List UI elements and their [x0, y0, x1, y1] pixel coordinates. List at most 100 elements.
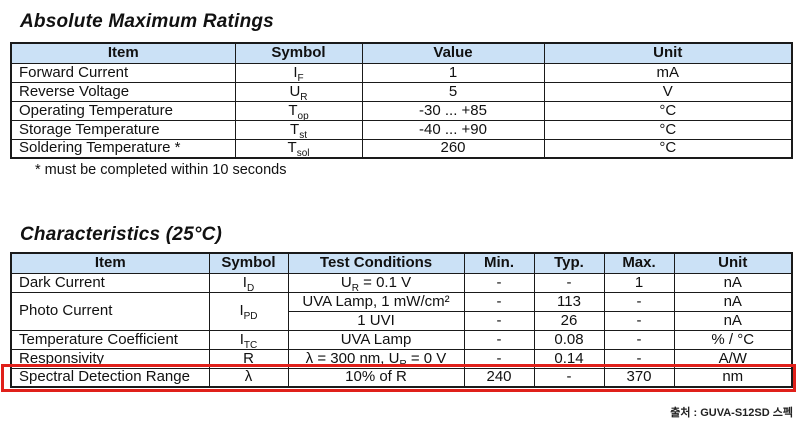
column-header-testcon: Test Conditions — [287, 252, 465, 274]
condition-text: λ = 300 nm, U — [305, 349, 400, 367]
symbol-sub: op — [297, 110, 309, 120]
symbol-cell: λ — [208, 367, 289, 388]
item-cell: Reverse Voltage — [10, 81, 236, 102]
item-cell: Photo Current — [10, 291, 210, 331]
amr-header-row: Item Symbol Value Unit — [10, 42, 793, 64]
max-cell: - — [603, 329, 675, 350]
typ-cell: 0.08 — [533, 329, 605, 350]
unit-cell: nA — [673, 291, 793, 312]
table-row: Soldering Temperature * Tsol 260 °C — [10, 138, 793, 159]
column-header-item: Item — [10, 42, 236, 64]
table-row: 1 UVI - 26 - nA — [11, 310, 793, 331]
min-cell: - — [463, 348, 535, 369]
column-header-unit: Unit — [673, 252, 793, 274]
characteristics-table: Item Symbol Test Conditions Min. Typ. Ma… — [10, 252, 793, 388]
unit-cell: °C — [543, 100, 793, 121]
condition-cell: λ = 300 nm, UR = 0 V — [287, 348, 465, 369]
column-header-max: Max. — [603, 252, 675, 274]
symbol-base: T — [287, 139, 297, 157]
value-cell: 5 — [361, 81, 545, 102]
table-row: Operating Temperature Top -30 ... +85 °C — [10, 100, 793, 121]
table-row: Temperature Coefficient ITC UVA Lamp - 0… — [10, 329, 793, 350]
footnote: * must be completed within 10 seconds — [35, 162, 287, 178]
chr-header-row: Item Symbol Test Conditions Min. Typ. Ma… — [10, 252, 793, 274]
condition-cell: UR = 0.1 V — [287, 272, 465, 293]
unit-cell: A/W — [673, 348, 793, 369]
unit-cell: nA — [673, 310, 793, 331]
symbol-base: U — [289, 82, 301, 100]
condition-text: UVA Lamp — [340, 330, 412, 348]
unit-cell: mA — [543, 62, 793, 83]
item-cell: Spectral Detection Range — [10, 367, 210, 388]
min-cell: 240 — [463, 367, 535, 388]
symbol-sub: F — [297, 72, 304, 82]
symbol-sub: sol — [296, 148, 310, 158]
typ-cell: - — [533, 272, 605, 293]
symbol-base: I — [293, 63, 298, 81]
column-header-typ: Typ. — [533, 252, 605, 274]
unit-cell: V — [543, 81, 793, 102]
typ-cell: 0.14 — [533, 348, 605, 369]
symbol-cell: UR — [234, 81, 363, 102]
typ-cell: 26 — [533, 310, 605, 331]
condition-sub: R — [351, 282, 359, 292]
condition-cell: UVA Lamp, 1 mW/cm² — [287, 291, 465, 312]
condition-text: U — [340, 273, 352, 291]
condition-sub: R — [399, 358, 407, 368]
symbol-cell: Top — [234, 100, 363, 121]
min-cell: - — [463, 291, 535, 312]
absolute-maximum-ratings-table: Item Symbol Value Unit Forward Current I… — [10, 42, 793, 159]
symbol-base: T — [290, 120, 300, 138]
item-cell: Responsivity — [10, 348, 210, 369]
max-cell: - — [603, 291, 675, 312]
table-row: Storage Temperature Tst -40 ... +90 °C — [10, 119, 793, 140]
max-cell: 370 — [603, 367, 675, 388]
symbol-sub: D — [246, 282, 255, 292]
symbol-cell: IPD — [208, 291, 289, 331]
value-cell: 260 — [361, 138, 545, 159]
table-row-highlighted: Spectral Detection Range λ 10% of R 240 … — [10, 367, 793, 388]
condition-text: 10% of R — [345, 368, 407, 386]
typ-cell: - — [533, 367, 605, 388]
column-header-min: Min. — [463, 252, 535, 274]
symbol-sub: TC — [243, 339, 258, 349]
value-cell: -40 ... +90 — [361, 119, 545, 140]
condition-cell: 10% of R — [287, 367, 465, 388]
symbol-cell: Tsol — [234, 138, 363, 159]
symbol-base: I — [239, 330, 244, 348]
condition-text: 1 UVI — [357, 311, 395, 329]
item-cell: Storage Temperature — [10, 119, 236, 140]
column-header-value: Value — [361, 42, 545, 64]
item-cell: Soldering Temperature * — [10, 138, 236, 159]
unit-cell: % / °C — [673, 329, 793, 350]
value-cell: 1 — [361, 62, 545, 83]
characteristics-title: Characteristics (25°C) — [20, 224, 223, 245]
min-cell: - — [463, 329, 535, 350]
column-header-symbol: Symbol — [234, 42, 363, 64]
symbol-base: I — [239, 302, 244, 320]
min-cell: - — [463, 310, 535, 331]
column-header-item: Item — [10, 252, 210, 274]
symbol-base: T — [288, 101, 298, 119]
symbol-cell: IF — [234, 62, 363, 83]
max-cell: - — [603, 348, 675, 369]
amr-title: Absolute Maximum Ratings — [20, 11, 274, 32]
condition-text: = 0.1 V — [358, 273, 412, 291]
symbol-cell: ITC — [208, 329, 289, 350]
value-cell: -30 ... +85 — [361, 100, 545, 121]
unit-cell: nm — [673, 367, 793, 388]
condition-cell: 1 UVI — [287, 310, 465, 331]
table-row: Responsivity R λ = 300 nm, UR = 0 V - 0.… — [10, 348, 793, 369]
condition-text: = 0 V — [406, 349, 447, 367]
typ-cell: 113 — [533, 291, 605, 312]
min-cell: - — [463, 272, 535, 293]
item-cell: Forward Current — [10, 62, 236, 83]
symbol-cell: ID — [208, 272, 289, 293]
unit-cell: °C — [543, 138, 793, 159]
table-row: Dark Current ID UR = 0.1 V - - 1 nA — [10, 272, 793, 293]
item-cell: Temperature Coefficient — [10, 329, 210, 350]
symbol-sub: R — [300, 91, 308, 101]
max-cell: - — [603, 310, 675, 331]
column-header-unit: Unit — [543, 42, 793, 64]
